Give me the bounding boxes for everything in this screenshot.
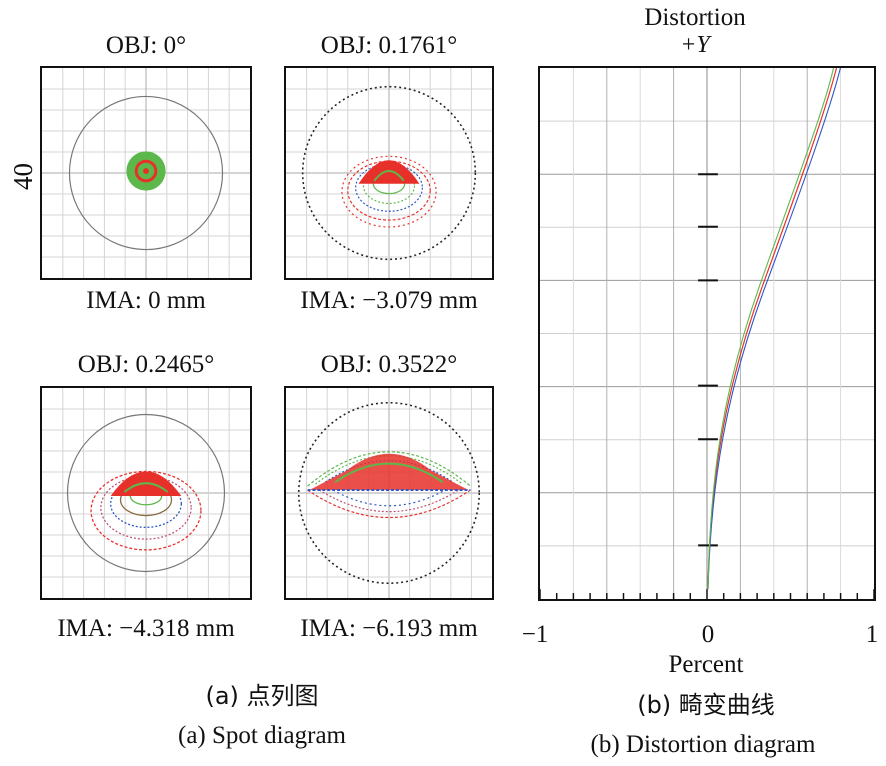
distortion-caption-cn: (b) 畸变曲线 (637, 691, 775, 719)
spot-panel-1-plot (42, 68, 250, 278)
spot-panel-3 (40, 386, 252, 600)
distortion-caption-en: (b) Distortion diagram (590, 731, 816, 758)
distortion-grid (540, 68, 874, 599)
spot-caption-cn: (a) 点列图 (205, 682, 319, 710)
spot-obj-label-3: OBJ: 0.2465° (77, 351, 215, 378)
spot-panel-2 (284, 66, 494, 280)
spot-scale-label: 40 (8, 163, 38, 190)
airy-circle (301, 85, 477, 261)
distortion-subtitle: +Y (680, 32, 710, 58)
spot-red (134, 159, 158, 183)
spot-ima-label-2: IMA: −3.079 mm (300, 287, 478, 314)
spot-grid (286, 388, 492, 598)
spot-caption-en: (a) Spot diagram (177, 722, 347, 749)
spot-ima-label-4: IMA: −6.193 mm (300, 615, 478, 642)
spot-panel-1 (40, 66, 252, 280)
distortion-curve-blue (707, 68, 841, 590)
distortion-tick-marks (540, 173, 874, 599)
spot-red-cap (309, 453, 469, 491)
distortion-plot-svg (540, 68, 874, 599)
distortion-curve-red (707, 68, 838, 590)
airy-circle (66, 413, 226, 573)
distortion-curve-green (707, 68, 835, 590)
distortion-xtick-0: 0 (701, 621, 715, 648)
spot-ima-label-1: IMA: 0 mm (86, 287, 206, 314)
airy-circle (68, 95, 224, 251)
spot-obj-label-1: OBJ: 0° (105, 32, 187, 59)
spot-grid (42, 68, 250, 278)
spot-panel-3-plot (42, 388, 250, 598)
spot-ima-label-3: IMA: −4.318 mm (57, 615, 235, 642)
spot-obj-label-2: OBJ: 0.1761° (320, 32, 458, 59)
spot-panel-4-plot (286, 388, 492, 598)
distortion-plot (538, 66, 876, 601)
spot-panel-2-plot (286, 68, 492, 278)
spot-core (143, 168, 149, 174)
distortion-xtick-neg1: −1 (521, 621, 549, 648)
spot-panel-4 (284, 386, 494, 600)
distortion-xtick-1: 1 (865, 621, 879, 648)
spot-obj-label-4: OBJ: 0.3522° (320, 351, 458, 378)
airy-circle (297, 401, 481, 585)
distortion-title: Distortion (644, 4, 746, 31)
distortion-xlabel: Percent (668, 651, 744, 678)
